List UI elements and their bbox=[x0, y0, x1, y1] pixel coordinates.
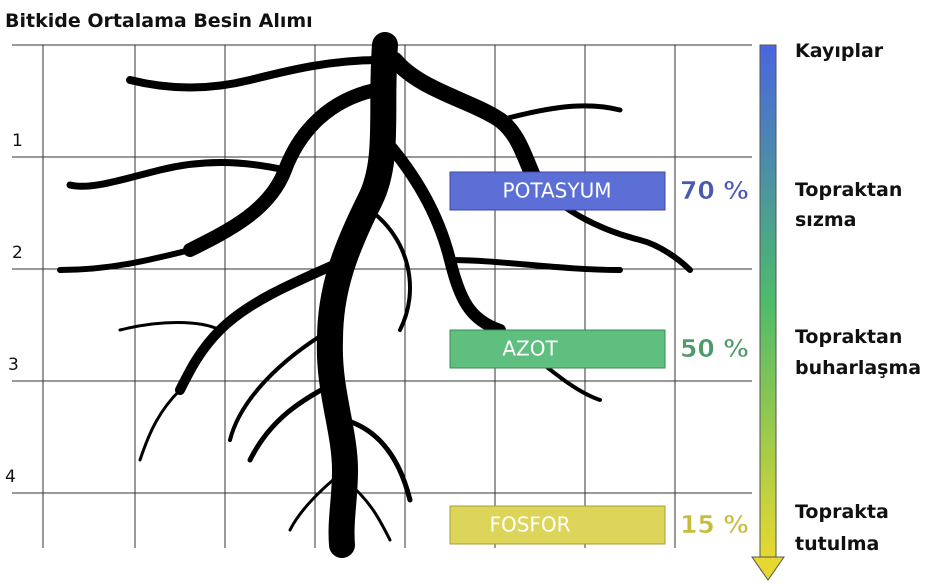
loss-item: Toprakta bbox=[795, 501, 889, 523]
loss-item: Topraktan bbox=[795, 179, 902, 201]
nutrient-name: POTASYUM bbox=[503, 179, 612, 203]
title: Bitkide Ortalama Besin Alımı bbox=[5, 10, 313, 32]
nutrient-share: 70 % bbox=[680, 176, 749, 205]
nutrient-share: 50 % bbox=[680, 334, 749, 363]
row-number: 4 bbox=[5, 467, 16, 487]
loss-item: buharlaşma bbox=[795, 357, 921, 379]
row-number: 2 bbox=[12, 243, 23, 263]
loss-item: Topraktan bbox=[795, 326, 902, 348]
row-number: 3 bbox=[8, 355, 19, 375]
infographic: Bitkide Ortalama Besin Alımı 1 2 3 4 bbox=[0, 0, 936, 584]
row-number: 1 bbox=[12, 131, 23, 151]
roots-illustration bbox=[60, 45, 690, 545]
loss-arrow bbox=[752, 45, 784, 580]
nutrient-share: 15 % bbox=[680, 510, 749, 539]
nutrient-name: AZOT bbox=[502, 337, 558, 361]
loss-title: Kayıplar bbox=[795, 40, 884, 62]
nutrient-name: FOSFOR bbox=[489, 513, 570, 537]
loss-item: tutulma bbox=[795, 533, 879, 555]
loss-item: sızma bbox=[795, 209, 857, 231]
